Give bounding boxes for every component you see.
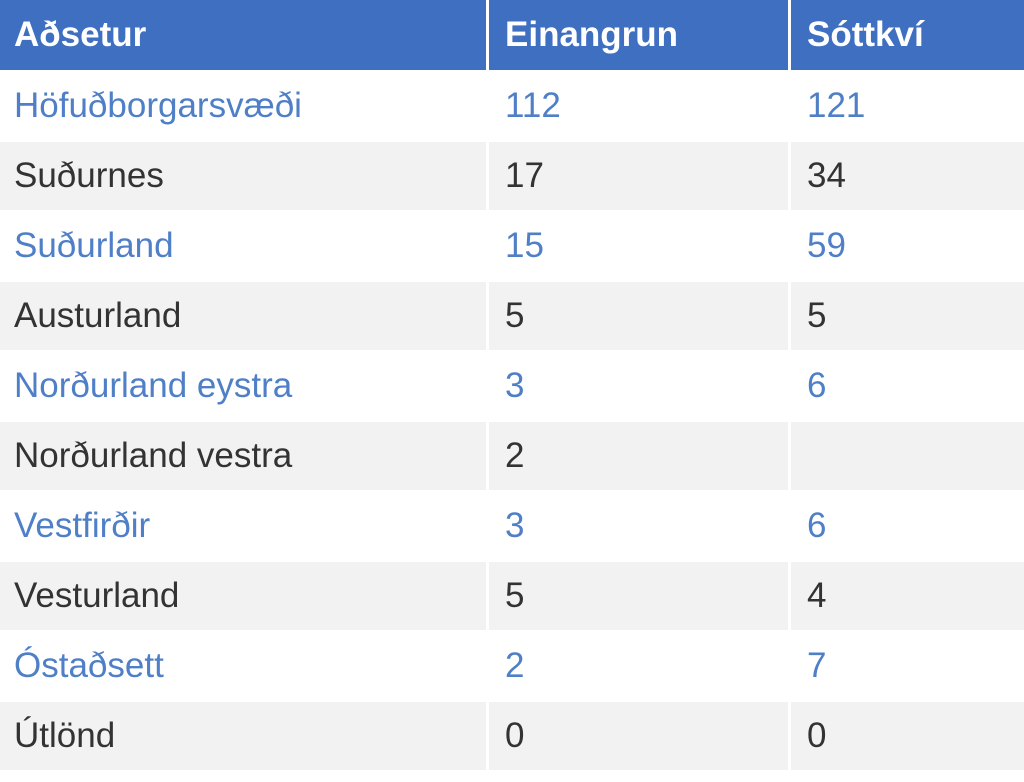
einangrun-cell: 5 (489, 562, 788, 630)
table-row: Norðurland vestra 2 (0, 422, 1024, 490)
table-row: Óstaðsett 2 7 (0, 632, 1024, 700)
region-cell: Norðurland vestra (0, 422, 486, 490)
einangrun-cell: 17 (489, 142, 788, 210)
region-cell: Suðurland (0, 212, 486, 280)
einangrun-cell: 0 (489, 702, 788, 770)
table-row: Útlönd 0 0 (0, 702, 1024, 770)
einangrun-cell: 15 (489, 212, 788, 280)
table-row: Vestfirðir 3 6 (0, 492, 1024, 560)
region-cell: Norðurland eystra (0, 352, 486, 420)
header-adsetur: Aðsetur (0, 0, 486, 70)
einangrun-cell: 3 (489, 492, 788, 560)
region-cell: Útlönd (0, 702, 486, 770)
table-row: Austurland 5 5 (0, 282, 1024, 350)
einangrun-cell: 112 (489, 72, 788, 140)
sottkvi-cell: 34 (791, 142, 1024, 210)
table-row: Norðurland eystra 3 6 (0, 352, 1024, 420)
sottkvi-cell: 0 (791, 702, 1024, 770)
sottkvi-cell: 6 (791, 352, 1024, 420)
table-header-row: Aðsetur Einangrun Sóttkví (0, 0, 1024, 70)
table-row: Suðurnes 17 34 (0, 142, 1024, 210)
einangrun-cell: 2 (489, 632, 788, 700)
table-row: Höfuðborgarsvæði 112 121 (0, 72, 1024, 140)
sottkvi-cell (791, 422, 1024, 490)
einangrun-cell: 2 (489, 422, 788, 490)
sottkvi-cell: 6 (791, 492, 1024, 560)
sottkvi-cell: 5 (791, 282, 1024, 350)
sottkvi-cell: 59 (791, 212, 1024, 280)
region-cell: Austurland (0, 282, 486, 350)
header-einangrun: Einangrun (489, 0, 788, 70)
region-cell: Óstaðsett (0, 632, 486, 700)
sottkvi-cell: 4 (791, 562, 1024, 630)
sottkvi-cell: 7 (791, 632, 1024, 700)
table-row: Suðurland 15 59 (0, 212, 1024, 280)
sottkvi-cell: 121 (791, 72, 1024, 140)
table-row: Vesturland 5 4 (0, 562, 1024, 630)
region-cell: Vestfirðir (0, 492, 486, 560)
einangrun-cell: 3 (489, 352, 788, 420)
einangrun-cell: 5 (489, 282, 788, 350)
region-cell: Suðurnes (0, 142, 486, 210)
region-cell: Höfuðborgarsvæði (0, 72, 486, 140)
region-cell: Vesturland (0, 562, 486, 630)
header-sottkvi: Sóttkví (791, 0, 1024, 70)
